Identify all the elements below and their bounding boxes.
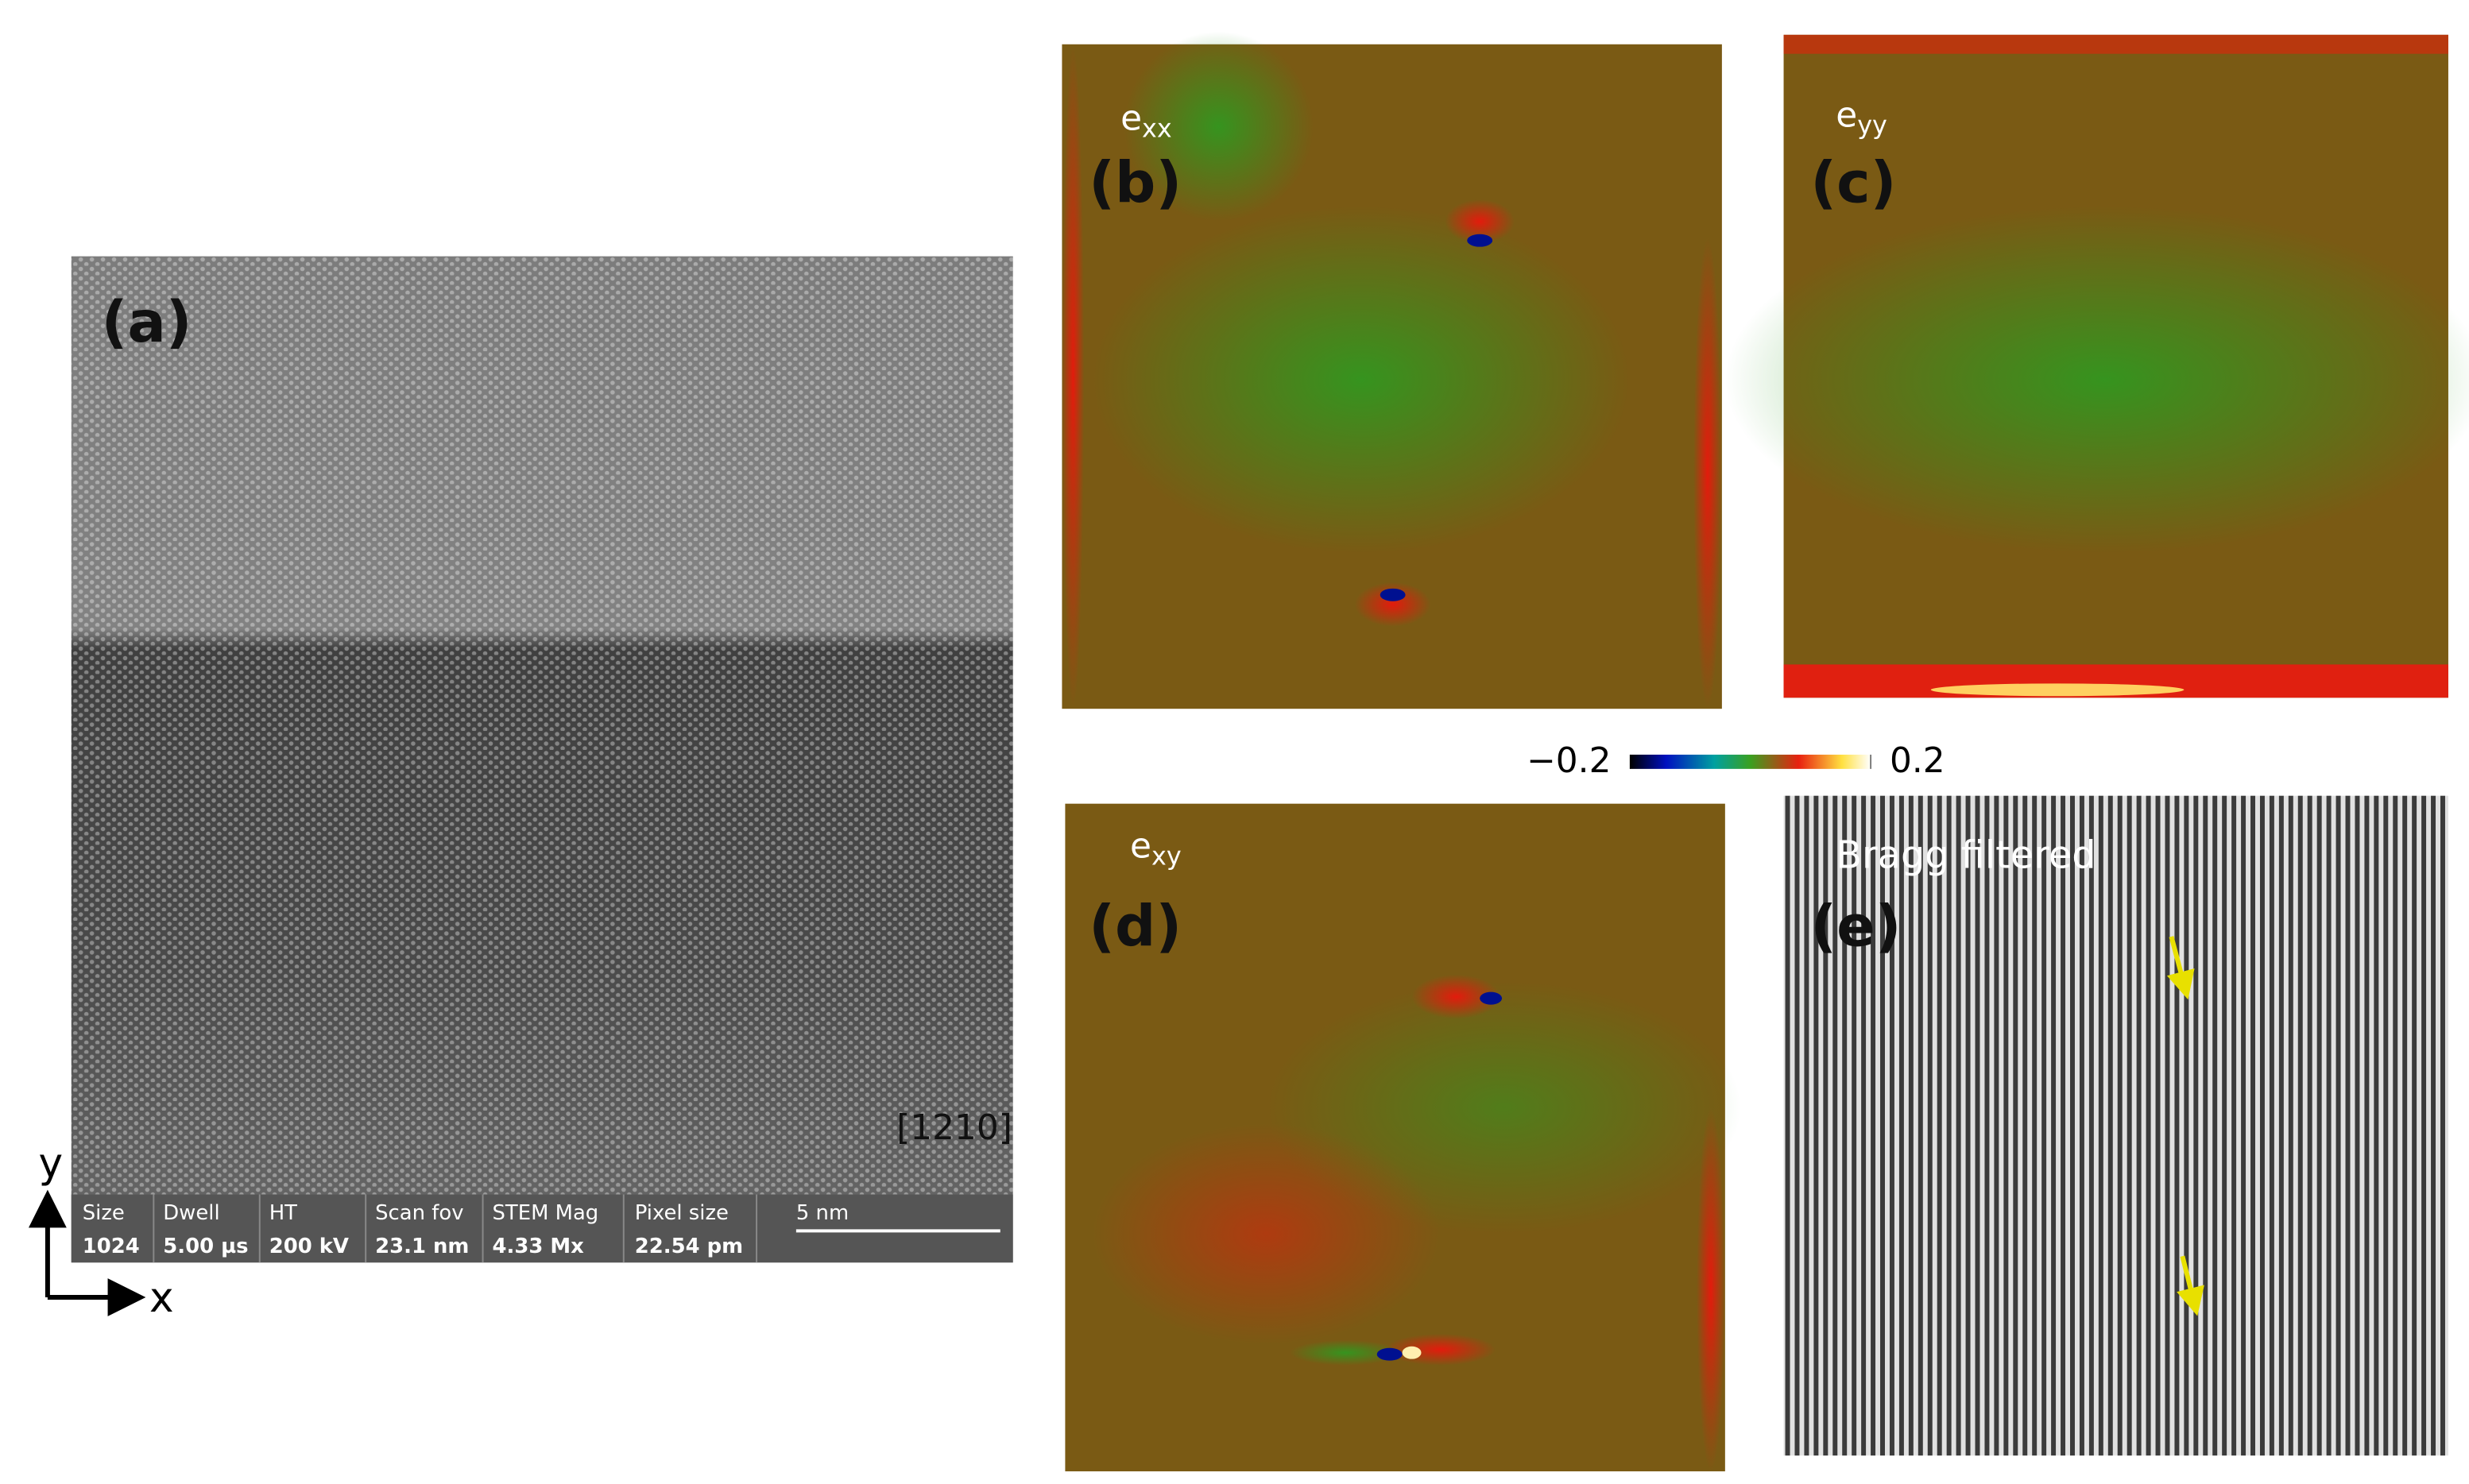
panel-b: exx (b) [1062,31,1722,709]
q-base: e [1836,95,1857,135]
scale-bar-label: 5 nm [796,1201,849,1225]
q-base: e [1130,825,1151,866]
arrow [2177,1255,2204,1316]
info-value: 4.33 Mx [493,1235,585,1258]
quantity-label: exy [1130,825,1182,871]
info-name: Size [83,1201,125,1225]
panel-e: Bragg filtered (e) [1783,795,2448,1456]
q-sub: xx [1142,113,1172,143]
defect [1445,199,1515,244]
info-bar [71,1194,1013,1263]
defect [1384,1333,1496,1366]
colorbar: −0.2 0.2 [1527,740,1945,781]
info-value: 5.00 µs [163,1235,248,1258]
info-items: Size 1024 Dwell 5.00 µs HT 200 kV Scan fov 23.1… [83,1194,758,1263]
info-name: STEM Mag [493,1201,599,1225]
lattice [71,256,1013,1195]
green-region [1092,205,1631,555]
colorbar-ticks: −0.2 0.2 [1527,740,1945,781]
green-region [1725,205,2469,554]
defect-core [1376,1347,1403,1361]
info-name: Dwell [163,1201,219,1225]
panel-d: exy (d) [1065,803,1741,1472]
caption: Bragg filtered [1836,833,2096,877]
defect [1290,1339,1401,1366]
info-value: 1024 [83,1235,140,1258]
x-axis-label: x [149,1274,174,1322]
panel-label: (c) [1810,149,1896,216]
defect-core [1380,588,1406,601]
info-name: Pixel size [635,1201,729,1225]
y-axis-label: y [39,1140,64,1188]
edge-artifact [1062,44,1085,709]
info-value: 22.54 pm [635,1235,743,1258]
quantity-label: exx [1120,98,1172,143]
edge-artifact [1697,1107,1725,1472]
quantity-label: eyy [1836,95,1887,140]
bragg-tone [1783,795,2448,1456]
q-sub: xy [1151,841,1182,871]
defect-core [1402,1346,1422,1359]
panel-c: eyy (c) [1725,34,2469,698]
bragg-image [1783,795,2448,1456]
defect-core [1467,234,1493,247]
defect-core [1480,991,1503,1005]
defect [1411,974,1501,1019]
green-region [1124,31,1314,222]
q-base: e [1120,98,1142,138]
info-name: Scan fov [375,1201,463,1225]
info-value: 200 kV [269,1235,349,1258]
edge-artifact [1693,237,1722,709]
defect [1354,582,1431,627]
red-region [1092,1123,1441,1345]
colorbar-tick-label: −0.2 [1527,740,1611,781]
arrow [2166,936,2195,1000]
colorbar-tick-label: 0.2 [1890,740,1945,781]
q-sub: yy [1857,110,1887,140]
info-name: HT [269,1201,297,1225]
panel-label: (d) [1089,893,1182,960]
edge-artifact [1783,34,2448,54]
zone-axis: [1210] [896,1107,1012,1148]
panel-label: (e) [1810,893,1901,960]
info-value: 23.1 nm [375,1235,469,1258]
edge-highlight [1930,683,2185,697]
colorbar-gradient [1630,754,1871,769]
panel-label: (b) [1089,149,1182,216]
panel-label: (a) [102,288,192,355]
